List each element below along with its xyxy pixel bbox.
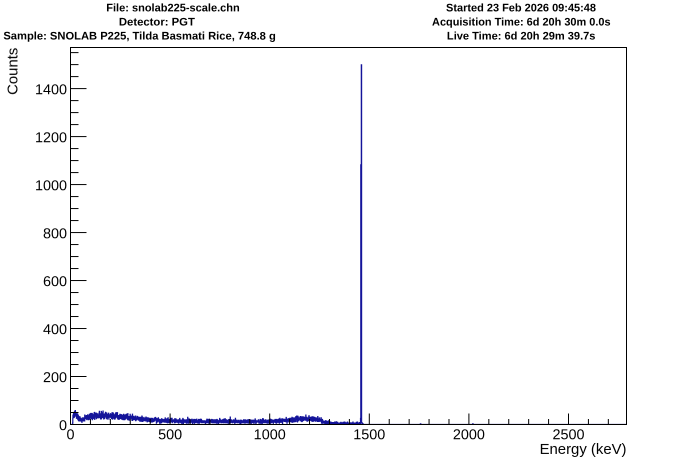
- svg-text:600: 600: [43, 274, 67, 290]
- svg-text:2000: 2000: [453, 427, 485, 443]
- svg-text:Started 23 Feb 2026 09:45:48: Started 23 Feb 2026 09:45:48: [446, 2, 596, 14]
- svg-text:Energy (keV): Energy (keV): [540, 442, 627, 458]
- svg-text:Sample: SNOLAB P225, Tilda Bas: Sample: SNOLAB P225, Tilda Basmati Rice,…: [3, 30, 276, 42]
- svg-text:200: 200: [43, 370, 67, 386]
- svg-text:1000: 1000: [254, 427, 286, 443]
- svg-text:2500: 2500: [552, 427, 584, 443]
- svg-text:File: snolab225-scale.chn: File: snolab225-scale.chn: [106, 2, 240, 14]
- svg-text:800: 800: [43, 226, 67, 242]
- svg-text:Detector: PGT: Detector: PGT: [119, 16, 195, 28]
- svg-text:500: 500: [158, 427, 182, 443]
- svg-text:1200: 1200: [35, 130, 67, 146]
- svg-text:1000: 1000: [35, 178, 67, 194]
- svg-text:Acquisition Time: 6d 20h 30m 0: Acquisition Time: 6d 20h 30m 0.0s: [432, 16, 611, 28]
- svg-text:1400: 1400: [35, 82, 67, 98]
- svg-text:0: 0: [59, 418, 67, 434]
- svg-text:Counts: Counts: [6, 48, 22, 95]
- svg-text:Live Time: 6d 20h 29m 39.7s: Live Time: 6d 20h 29m 39.7s: [447, 30, 596, 42]
- svg-text:1500: 1500: [353, 427, 385, 443]
- svg-text:400: 400: [43, 322, 67, 338]
- svg-text:0: 0: [66, 427, 74, 443]
